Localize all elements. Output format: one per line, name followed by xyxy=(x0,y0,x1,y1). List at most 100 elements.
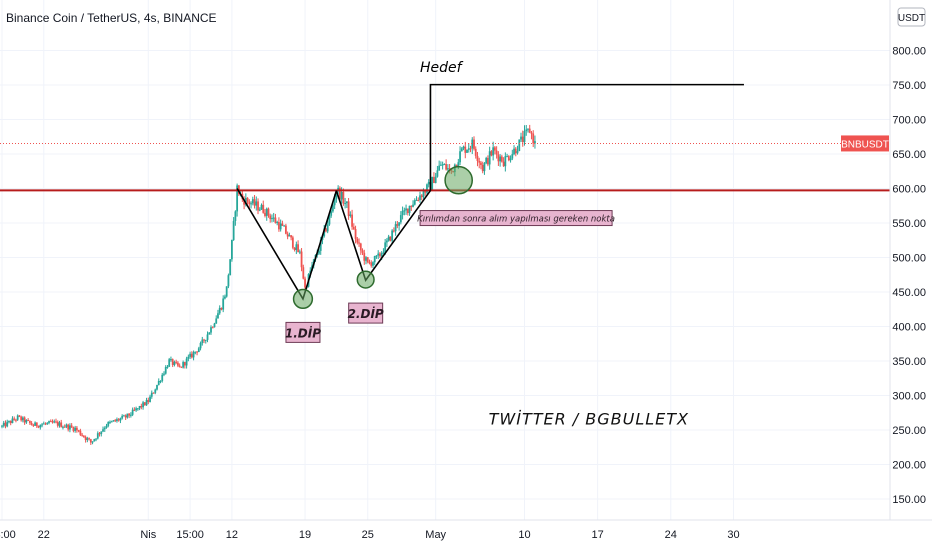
candle-body xyxy=(177,362,179,366)
candle-body xyxy=(330,211,333,216)
price-axis[interactable]: 150.00 200.00 250.00 300.00 350.00 400.00 450.… xyxy=(892,46,926,507)
candle-body xyxy=(34,422,36,426)
candle-body xyxy=(265,208,268,216)
candle-body xyxy=(35,422,38,427)
candle-body xyxy=(354,229,357,239)
candle-body xyxy=(58,422,61,426)
candle-body xyxy=(474,148,477,156)
candle-body xyxy=(532,133,535,144)
candle-body xyxy=(309,270,312,275)
candle-body xyxy=(417,199,420,201)
candle-body xyxy=(41,424,43,426)
candle-body xyxy=(518,139,521,151)
candle-body xyxy=(344,203,347,205)
candle-body xyxy=(340,191,343,200)
price-tick-label: 800.00 xyxy=(892,46,926,58)
candle-body xyxy=(46,422,49,424)
candle-body xyxy=(157,380,160,385)
time-tick-label: 17 xyxy=(592,529,604,541)
candle-body xyxy=(98,433,101,435)
candle-body xyxy=(48,421,50,423)
candle-body xyxy=(23,417,26,423)
candle-body xyxy=(394,224,397,232)
candle-body xyxy=(74,427,77,431)
candle-body xyxy=(497,154,500,162)
candle-body xyxy=(272,217,275,219)
candle-body xyxy=(500,156,503,162)
candle-body xyxy=(338,187,341,200)
candle-body xyxy=(410,205,413,207)
price-tick-label: 650.00 xyxy=(892,149,926,161)
dip-label: 2.DİP xyxy=(348,306,384,321)
candle-body xyxy=(44,423,47,425)
candle-body xyxy=(356,238,359,243)
candle-body xyxy=(183,362,186,366)
candle-body xyxy=(107,422,110,426)
candle-body xyxy=(399,215,402,223)
candle-body xyxy=(438,165,441,171)
price-axis-bg[interactable] xyxy=(890,0,932,520)
candle-body xyxy=(133,409,136,411)
time-axis[interactable]: 14:00 22 Nis 15:00 12 19 25 May 10 17 24 30 xyxy=(0,529,740,541)
candle-body xyxy=(178,365,181,367)
candle-body xyxy=(405,208,407,211)
candle-body xyxy=(163,373,165,375)
candle-body xyxy=(203,339,205,341)
candle-body xyxy=(39,424,42,428)
candle-body xyxy=(190,353,193,358)
candle-body xyxy=(516,150,519,154)
candle-body xyxy=(326,224,329,232)
dip-label: 1.DİP xyxy=(285,325,321,340)
candle-body xyxy=(67,424,70,430)
candle-body xyxy=(443,164,446,166)
price-tick-label: 200.00 xyxy=(892,460,926,472)
candle-body xyxy=(156,384,158,390)
candle-body xyxy=(332,205,334,212)
candle-body xyxy=(11,418,14,424)
candle-body xyxy=(403,210,406,212)
candle-body xyxy=(197,348,200,353)
candle-body xyxy=(413,200,416,205)
currency-badge[interactable] xyxy=(897,7,926,27)
candle-body xyxy=(464,146,467,153)
double-bottom-pattern xyxy=(236,83,744,310)
candle-body xyxy=(9,420,12,424)
candle-body xyxy=(502,161,505,167)
candle-body xyxy=(4,422,7,427)
time-tick-label: 15:00 xyxy=(176,529,204,541)
candle-body xyxy=(483,163,486,172)
pattern-line xyxy=(429,83,744,191)
candle-body xyxy=(229,259,232,276)
candle-body xyxy=(180,366,183,368)
candle-body xyxy=(28,420,31,423)
candle-body xyxy=(49,421,52,423)
candle-body xyxy=(302,267,305,279)
candle-body xyxy=(485,157,488,164)
price-tick-label: 150.00 xyxy=(892,494,926,506)
candle-body xyxy=(166,366,169,368)
candle-body xyxy=(370,262,373,266)
candle-body xyxy=(16,415,19,420)
time-tick-label: Nis xyxy=(140,529,156,541)
candle-body xyxy=(471,139,474,149)
entry-note: Kırılımdan sonra alım yapılması gereken … xyxy=(417,215,615,225)
highlight-circle xyxy=(444,165,474,195)
candle-body xyxy=(488,151,491,165)
candle-body xyxy=(55,421,57,423)
candle-body xyxy=(164,367,167,374)
candle-body xyxy=(283,225,286,227)
candle-body xyxy=(243,199,245,205)
candle-body xyxy=(161,374,164,381)
dip-label-box xyxy=(348,302,384,324)
candle-body xyxy=(152,392,155,394)
time-tick-label: 25 xyxy=(362,529,374,541)
candle-body xyxy=(110,421,113,423)
candle-body xyxy=(86,438,89,440)
candle-body xyxy=(359,243,362,251)
candle-body xyxy=(373,256,376,263)
candle-body xyxy=(345,201,348,204)
candle-body xyxy=(88,438,90,440)
candle-body xyxy=(325,228,327,232)
candle-body xyxy=(481,165,484,172)
